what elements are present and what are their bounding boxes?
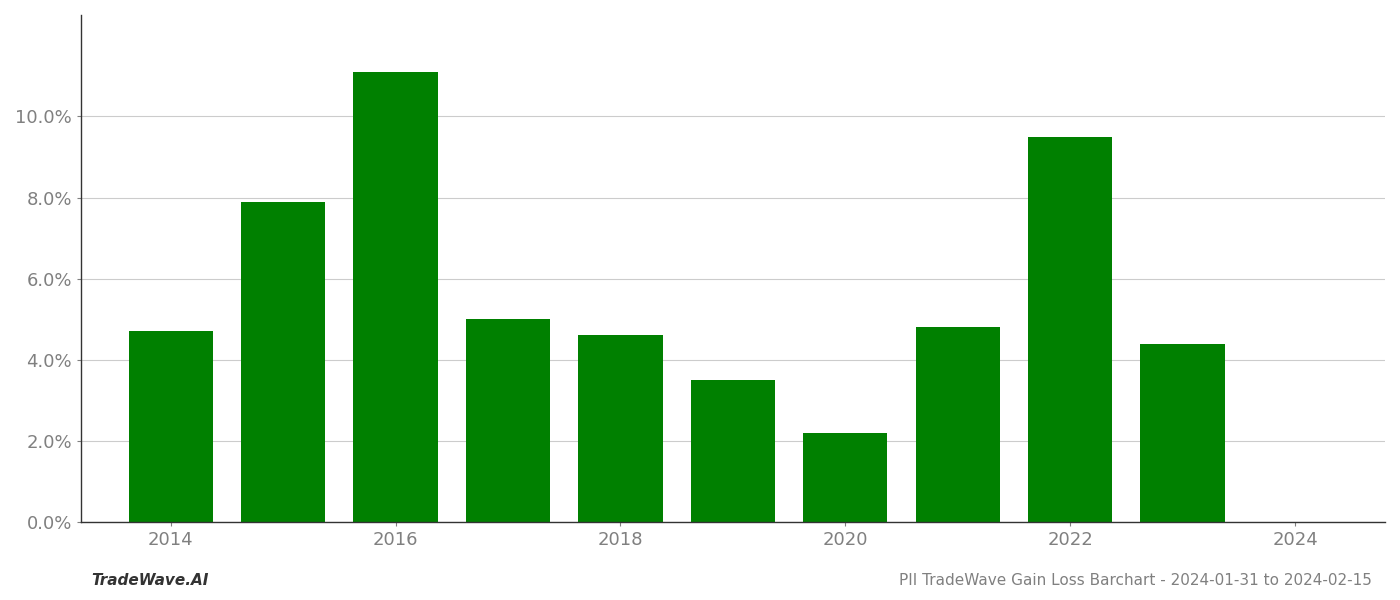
Bar — [578, 335, 662, 522]
Bar — [129, 331, 213, 522]
Text: TradeWave.AI: TradeWave.AI — [91, 573, 209, 588]
Bar — [353, 72, 438, 522]
Text: PII TradeWave Gain Loss Barchart - 2024-01-31 to 2024-02-15: PII TradeWave Gain Loss Barchart - 2024-… — [899, 573, 1372, 588]
Bar — [916, 327, 1000, 522]
Bar — [690, 380, 776, 522]
Bar — [1028, 137, 1113, 522]
Bar — [1141, 344, 1225, 522]
Bar — [466, 319, 550, 522]
Bar — [804, 433, 888, 522]
Bar — [241, 202, 325, 522]
